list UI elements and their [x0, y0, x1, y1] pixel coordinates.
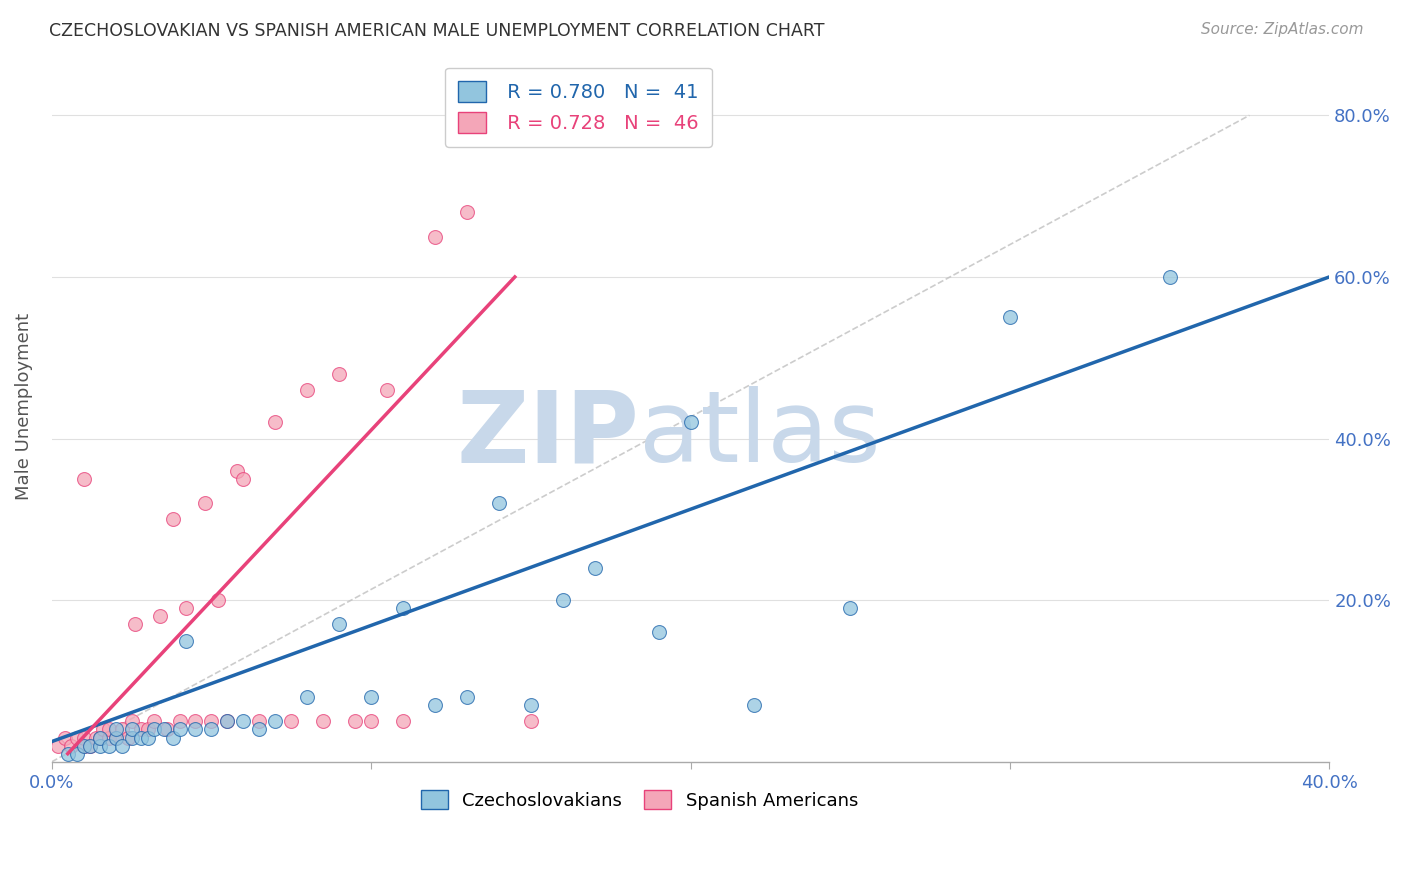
Point: [98, 723, 121, 737]
Point: [360, 690, 382, 705]
Point: [129, 731, 152, 745]
Point: [136, 731, 159, 745]
Point: [520, 714, 543, 729]
Point: [264, 714, 287, 729]
Text: Source: ZipAtlas.com: Source: ZipAtlas.com: [1201, 22, 1364, 37]
Point: [392, 601, 415, 615]
Point: [89, 731, 111, 745]
Point: [200, 714, 222, 729]
Point: [174, 633, 197, 648]
Point: [89, 739, 111, 753]
Point: [207, 593, 229, 607]
Point: [360, 714, 382, 729]
Point: [217, 714, 239, 729]
Point: [46, 739, 69, 753]
Point: [247, 714, 270, 729]
Point: [104, 731, 127, 745]
Point: [998, 310, 1021, 325]
Point: [142, 723, 165, 737]
Point: [59, 739, 82, 753]
Point: [647, 625, 669, 640]
Point: [98, 731, 121, 745]
Point: [104, 731, 127, 745]
Point: [66, 747, 89, 761]
Point: [200, 723, 222, 737]
Point: [583, 561, 606, 575]
Point: [73, 472, 96, 486]
Point: [488, 496, 510, 510]
Point: [89, 731, 111, 745]
Point: [111, 739, 134, 753]
Point: [423, 229, 446, 244]
Point: [136, 723, 159, 737]
Text: atlas: atlas: [640, 386, 882, 483]
Point: [169, 714, 191, 729]
Point: [375, 383, 398, 397]
Point: [98, 739, 121, 753]
Point: [117, 731, 139, 745]
Point: [280, 714, 302, 729]
Point: [73, 731, 96, 745]
Point: [174, 601, 197, 615]
Point: [297, 690, 319, 705]
Point: [73, 739, 96, 753]
Point: [53, 731, 76, 745]
Point: [194, 496, 217, 510]
Legend: Czechoslovakians, Spanish Americans: Czechoslovakians, Spanish Americans: [413, 782, 865, 817]
Point: [156, 723, 179, 737]
Point: [456, 205, 478, 219]
Y-axis label: Male Unemployment: Male Unemployment: [15, 313, 32, 500]
Point: [264, 416, 287, 430]
Point: [226, 464, 249, 478]
Point: [184, 714, 207, 729]
Point: [1159, 269, 1181, 284]
Point: [104, 723, 127, 737]
Point: [56, 747, 79, 761]
Point: [744, 698, 766, 713]
Point: [169, 723, 191, 737]
Point: [520, 698, 543, 713]
Point: [152, 723, 174, 737]
Point: [162, 512, 184, 526]
Point: [423, 698, 446, 713]
Point: [86, 731, 108, 745]
Point: [456, 690, 478, 705]
Point: [551, 593, 574, 607]
Point: [142, 714, 165, 729]
Point: [91, 723, 114, 737]
Point: [328, 367, 350, 381]
Point: [312, 714, 335, 729]
Point: [328, 617, 350, 632]
Point: [149, 609, 172, 624]
Point: [79, 739, 101, 753]
Point: [121, 714, 143, 729]
Point: [111, 723, 134, 737]
Point: [129, 723, 152, 737]
Point: [344, 714, 367, 729]
Point: [679, 416, 702, 430]
Point: [392, 714, 415, 729]
Point: [66, 731, 89, 745]
Point: [124, 617, 146, 632]
Point: [79, 739, 101, 753]
Point: [247, 723, 270, 737]
Point: [121, 731, 143, 745]
Text: CZECHOSLOVAKIAN VS SPANISH AMERICAN MALE UNEMPLOYMENT CORRELATION CHART: CZECHOSLOVAKIAN VS SPANISH AMERICAN MALE…: [49, 22, 825, 40]
Point: [184, 723, 207, 737]
Point: [121, 723, 143, 737]
Point: [232, 472, 254, 486]
Point: [297, 383, 319, 397]
Point: [839, 601, 862, 615]
Point: [162, 731, 184, 745]
Point: [232, 714, 254, 729]
Point: [73, 739, 96, 753]
Point: [217, 714, 239, 729]
Text: ZIP: ZIP: [457, 386, 640, 483]
